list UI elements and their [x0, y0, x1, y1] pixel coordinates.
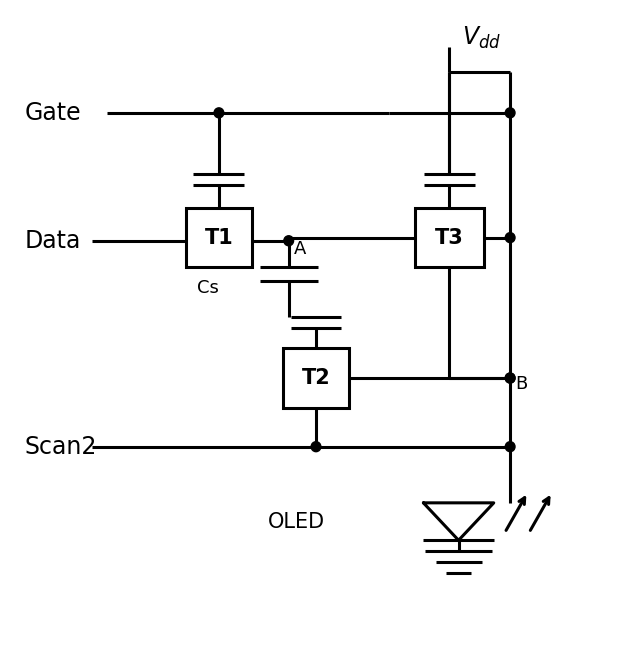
Bar	[415, 208, 484, 267]
Text: Scan2: Scan2	[25, 435, 97, 459]
Text: T1: T1	[205, 227, 233, 248]
Text: Cs: Cs	[197, 279, 219, 296]
Bar	[186, 208, 252, 267]
Text: Data: Data	[25, 229, 81, 253]
Circle shape	[214, 108, 224, 118]
Circle shape	[284, 236, 293, 246]
Bar	[283, 348, 349, 408]
Circle shape	[506, 233, 515, 242]
Circle shape	[506, 373, 515, 383]
Polygon shape	[423, 503, 494, 540]
Text: A: A	[293, 240, 306, 258]
Text: T2: T2	[301, 368, 331, 388]
Text: Gate: Gate	[25, 101, 82, 125]
Text: T3: T3	[435, 227, 464, 248]
Circle shape	[506, 108, 515, 118]
Circle shape	[506, 442, 515, 452]
Circle shape	[311, 442, 321, 452]
Text: OLED: OLED	[267, 512, 325, 532]
Circle shape	[506, 373, 515, 383]
Text: B: B	[515, 375, 527, 393]
Text: $V_{dd}$: $V_{dd}$	[461, 25, 501, 51]
